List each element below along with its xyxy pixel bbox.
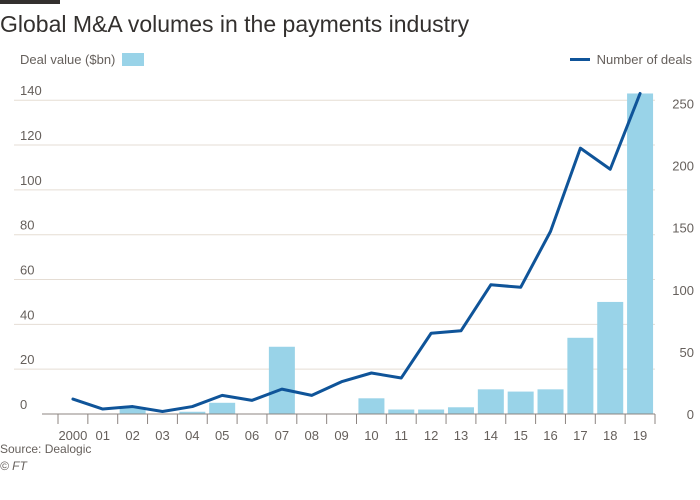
x-tick-label-13: 13 bbox=[454, 428, 468, 443]
legend-deal-value: Deal value ($bn) bbox=[20, 52, 145, 67]
legend-bar-swatch bbox=[122, 53, 145, 66]
copyright-note: © FT bbox=[0, 459, 27, 473]
x-tick-label-10: 10 bbox=[364, 428, 378, 443]
x-tick-label-01: 01 bbox=[96, 428, 110, 443]
line-series-number-of-deals bbox=[71, 91, 642, 414]
legend-deal-value-label: Deal value ($bn) bbox=[20, 52, 116, 67]
chart-title: Global M&A volumes in the payments indus… bbox=[0, 11, 470, 37]
y-right-tick-label: 100 bbox=[672, 283, 694, 298]
x-tick-label-05: 05 bbox=[215, 428, 229, 443]
source-note: Source: Dealogic bbox=[0, 442, 92, 456]
y-left-tick-label: 140 bbox=[20, 83, 42, 98]
bar-series-deal-value bbox=[119, 93, 654, 414]
bar-02 bbox=[119, 407, 146, 414]
bar-17 bbox=[567, 337, 594, 414]
bar-16 bbox=[537, 389, 564, 414]
bar-15 bbox=[507, 391, 534, 414]
y-right-tick-label: 200 bbox=[672, 159, 694, 174]
title-rule bbox=[0, 0, 60, 4]
x-tick-label-02: 02 bbox=[125, 428, 139, 443]
bar-18 bbox=[597, 301, 624, 414]
x-tick-label-12: 12 bbox=[424, 428, 438, 443]
legend-line-swatch bbox=[569, 58, 590, 61]
x-tick-label-19: 19 bbox=[633, 428, 647, 443]
x-tick-label-07: 07 bbox=[275, 428, 289, 443]
bar-07 bbox=[268, 346, 295, 414]
bar-10 bbox=[358, 398, 385, 414]
y-left-tick-label: 120 bbox=[20, 128, 42, 143]
x-tick-label-14: 14 bbox=[484, 428, 498, 443]
legend-number-of-deals-label: Number of deals bbox=[596, 52, 692, 67]
y-left-tick-label: 60 bbox=[20, 263, 34, 278]
y-right-tick-label: 150 bbox=[672, 221, 694, 236]
bar-11 bbox=[388, 409, 415, 414]
x-tick-label-03: 03 bbox=[155, 428, 169, 443]
x-tick-label-11: 11 bbox=[395, 428, 409, 443]
gridlines bbox=[14, 99, 655, 370]
x-tick-label-06: 06 bbox=[245, 428, 259, 443]
x-tick-label-15: 15 bbox=[513, 428, 527, 443]
x-tick-label-04: 04 bbox=[185, 428, 199, 443]
y-left-tick-label: 80 bbox=[20, 218, 34, 233]
y-right-tick-label: 250 bbox=[672, 96, 694, 111]
y-right-tick-label: 0 bbox=[687, 407, 694, 422]
x-tick-label-2000: 2000 bbox=[58, 428, 87, 443]
x-tick-label-09: 09 bbox=[334, 428, 348, 443]
bar-12 bbox=[418, 409, 445, 414]
legend-number-of-deals: Number of deals bbox=[569, 52, 692, 67]
x-tick-label-16: 16 bbox=[543, 428, 557, 443]
x-tick-label-17: 17 bbox=[573, 428, 587, 443]
y-right-tick-label: 50 bbox=[680, 345, 694, 360]
x-tick-label-08: 08 bbox=[304, 428, 318, 443]
bar-14 bbox=[477, 389, 504, 414]
bar-05 bbox=[209, 402, 236, 414]
y-left-tick-label: 0 bbox=[20, 397, 27, 412]
bar-19 bbox=[627, 93, 654, 414]
y-left-tick-label: 40 bbox=[20, 307, 34, 322]
bar-04 bbox=[179, 411, 206, 414]
x-tick-label-18: 18 bbox=[603, 428, 617, 443]
y-left-tick-label: 100 bbox=[20, 173, 42, 188]
y-left-tick-label: 20 bbox=[20, 352, 34, 367]
bar-13 bbox=[447, 407, 474, 414]
line-number-of-deals bbox=[71, 91, 642, 414]
